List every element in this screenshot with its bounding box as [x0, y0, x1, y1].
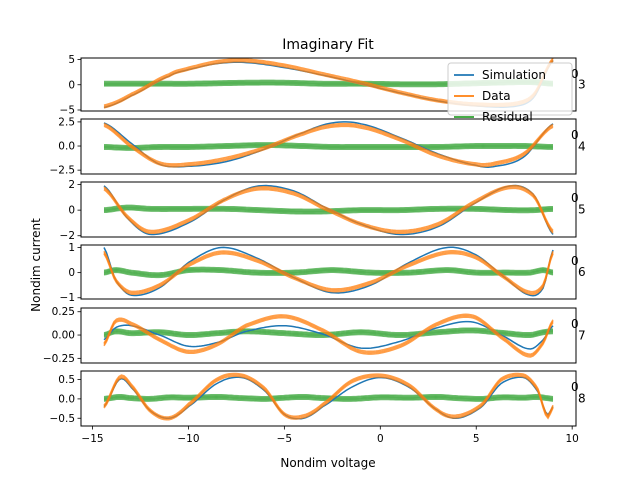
residual-line — [104, 142, 554, 147]
data-line — [103, 250, 554, 293]
y-tick-label: −0.25 — [43, 353, 75, 365]
panel-frame — [80, 244, 577, 300]
subplot-stack: −50530−2.50.02.540−20250−10160−0.250.000… — [43, 54, 586, 427]
right-tick-label: 0 — [571, 254, 579, 268]
y-tick-label: 0.5 — [58, 374, 75, 386]
harmonic-label: 5 — [578, 203, 586, 217]
residual-line-trace-4 — [103, 209, 554, 215]
x-tick-label: 5 — [473, 433, 480, 445]
residual-line-trace-1 — [104, 143, 554, 148]
panel-series — [103, 313, 554, 358]
harmonic-label: 3 — [578, 78, 586, 92]
data-line — [103, 122, 554, 165]
y-tick-label: 0.0 — [58, 393, 75, 405]
data-line — [103, 184, 554, 232]
data-line-trace-1 — [103, 251, 554, 294]
harmonic-panel-8: −0.5 0.0 0.5 80 — [50, 370, 586, 427]
harmonic-label: 4 — [578, 140, 586, 154]
x-tick-label: 10 — [565, 433, 578, 445]
y-tick-label: 0.00 — [52, 330, 75, 342]
harmonic-label: 8 — [578, 392, 586, 406]
right-tick-label: 0 — [571, 67, 579, 81]
legend-label-simulation: Simulation — [482, 68, 546, 82]
y-tick-label: 0 — [68, 205, 75, 217]
residual-line-trace-2 — [104, 144, 554, 149]
data-line-trace-2 — [103, 316, 554, 358]
chart-title: Imaginary Fit — [282, 37, 374, 53]
y-tick-label: 0.0 — [58, 141, 75, 153]
x-tick-label: −15 — [81, 433, 103, 445]
x-tick-label: 0 — [377, 433, 384, 445]
data-line-trace-1 — [103, 186, 554, 233]
data-line-trace-1 — [103, 374, 554, 420]
right-tick-label: 0 — [571, 128, 579, 142]
panel-frame — [80, 118, 577, 175]
simulation-line — [103, 320, 554, 350]
panel-series — [103, 372, 554, 421]
harmonic-label: 6 — [578, 265, 586, 279]
harmonic-panel-7: −0.25 0.00 0.25 70 — [43, 306, 586, 365]
panel-frame — [80, 181, 577, 238]
legend-label-data: Data — [482, 89, 511, 103]
y-tick-label: 1 — [68, 242, 75, 254]
y-tick-label: −0.5 — [50, 413, 76, 425]
y-tick-label: 0.25 — [52, 306, 75, 318]
y-tick-label: 2 — [68, 179, 75, 191]
harmonic-panel-4: −2.5 0.0 2.5 40 — [50, 116, 586, 176]
y-tick-label: 0 — [68, 267, 75, 279]
residual-line-trace-3 — [103, 207, 554, 214]
data-line-trace-2 — [103, 187, 554, 235]
x-tick-label: −5 — [277, 433, 292, 445]
y-tick-label: 5 — [68, 54, 75, 66]
legend: Simulation Data Residual — [447, 62, 573, 124]
y-tick-label: 2.5 — [58, 116, 75, 128]
panel-series — [103, 184, 554, 236]
data-line-trace-2 — [103, 375, 554, 421]
right-tick-label: 0 — [571, 380, 579, 394]
residual-line — [103, 393, 554, 398]
residual-line-trace-4 — [104, 146, 554, 151]
data-line-trace-1 — [103, 314, 554, 357]
y-tick-label: −5 — [60, 104, 75, 116]
legend-box — [447, 62, 573, 116]
right-tick-label: 0 — [571, 191, 579, 205]
y-axis-label: Nondim current — [29, 218, 43, 312]
y-tick-label: −2 — [60, 230, 75, 242]
x-tick-label: −10 — [177, 433, 199, 445]
x-axis-label: Nondim voltage — [280, 456, 375, 470]
data-line — [103, 372, 554, 418]
residual-line-trace-3 — [104, 145, 554, 150]
data-line-trace-1 — [103, 124, 554, 167]
shared-x-axis: −15 −10 −5 0 5 10 — [81, 426, 579, 445]
data-line-trace-2 — [103, 125, 554, 168]
y-tick-label: −2.5 — [50, 165, 76, 177]
data-line — [103, 313, 554, 355]
data-line-trace-2 — [103, 252, 554, 296]
panel-frame — [80, 307, 577, 364]
harmonic-label: 7 — [578, 329, 586, 343]
panel-series — [103, 121, 554, 168]
residual-line-trace-4 — [103, 331, 554, 338]
legend-label-residual: Residual — [482, 110, 533, 124]
panel-series — [103, 246, 554, 297]
residual-line-trace-1 — [103, 395, 554, 399]
y-tick-label: −1 — [60, 292, 75, 304]
right-tick-label: 0 — [571, 317, 579, 331]
y-tick-label: 0 — [68, 79, 75, 91]
